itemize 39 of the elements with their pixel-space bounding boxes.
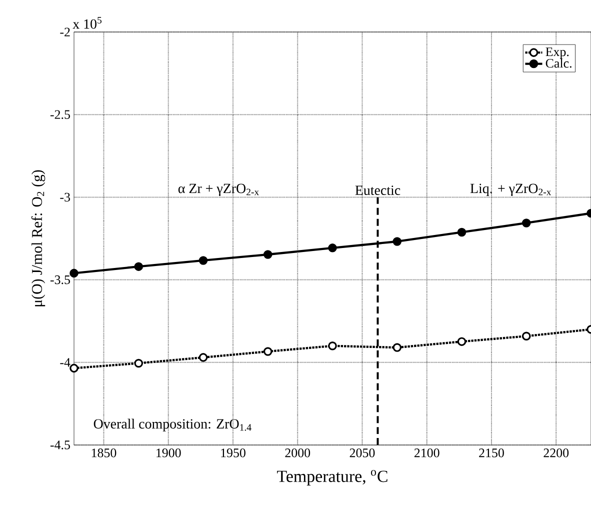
x-tick-label: 1900 — [156, 448, 181, 458]
point — [70, 364, 78, 373]
point — [522, 332, 531, 341]
point — [328, 244, 337, 252]
point — [522, 218, 531, 228]
ref-line-label: Eutectic — [355, 186, 400, 196]
annotation: Liq. + γZrO$_{2-x}$ — [470, 184, 552, 196]
point — [392, 237, 402, 246]
point — [263, 347, 272, 356]
y-tick-label: -3 — [60, 192, 70, 202]
point — [134, 358, 144, 368]
x-tick-label: 2050 — [350, 448, 375, 458]
y-tick-label: -2 — [60, 28, 70, 36]
point — [328, 341, 337, 350]
legend-label: Exp. — [546, 48, 569, 59]
x-tick-label: 1950 — [221, 448, 246, 458]
point — [198, 256, 208, 265]
x-tick-label: 2000 — [285, 448, 310, 458]
x-tick-label: 1850 — [92, 448, 116, 458]
y-axis-title: μ(O) J/mol Ref: O$_{2}$ (g) — [31, 170, 46, 306]
y-tick-label: -2.5 — [50, 110, 70, 119]
y-tick-label: -4.5 — [50, 440, 70, 450]
point — [263, 250, 272, 259]
point — [392, 343, 402, 352]
point — [70, 268, 78, 278]
point — [198, 353, 208, 362]
y-tick-label: -4 — [60, 358, 70, 367]
annotation: Overall composition: ZrO$_{1.4}$ — [94, 418, 252, 432]
legend-label: Calc. — [546, 58, 572, 68]
x-axis-title: Temperature, $^{o}$C — [277, 470, 388, 486]
point — [134, 262, 144, 271]
x-tick-label: 2150 — [479, 448, 504, 458]
text: x 10$^{5}$ — [72, 17, 102, 29]
x-tick-label: 2100 — [414, 448, 440, 458]
y-tick-label: -3.5 — [50, 275, 70, 284]
x-tick-label: 2200 — [544, 448, 569, 458]
point — [457, 337, 466, 346]
annotation: α Zr + γZrO$_{2-x}$ — [178, 184, 259, 196]
point — [457, 228, 466, 237]
